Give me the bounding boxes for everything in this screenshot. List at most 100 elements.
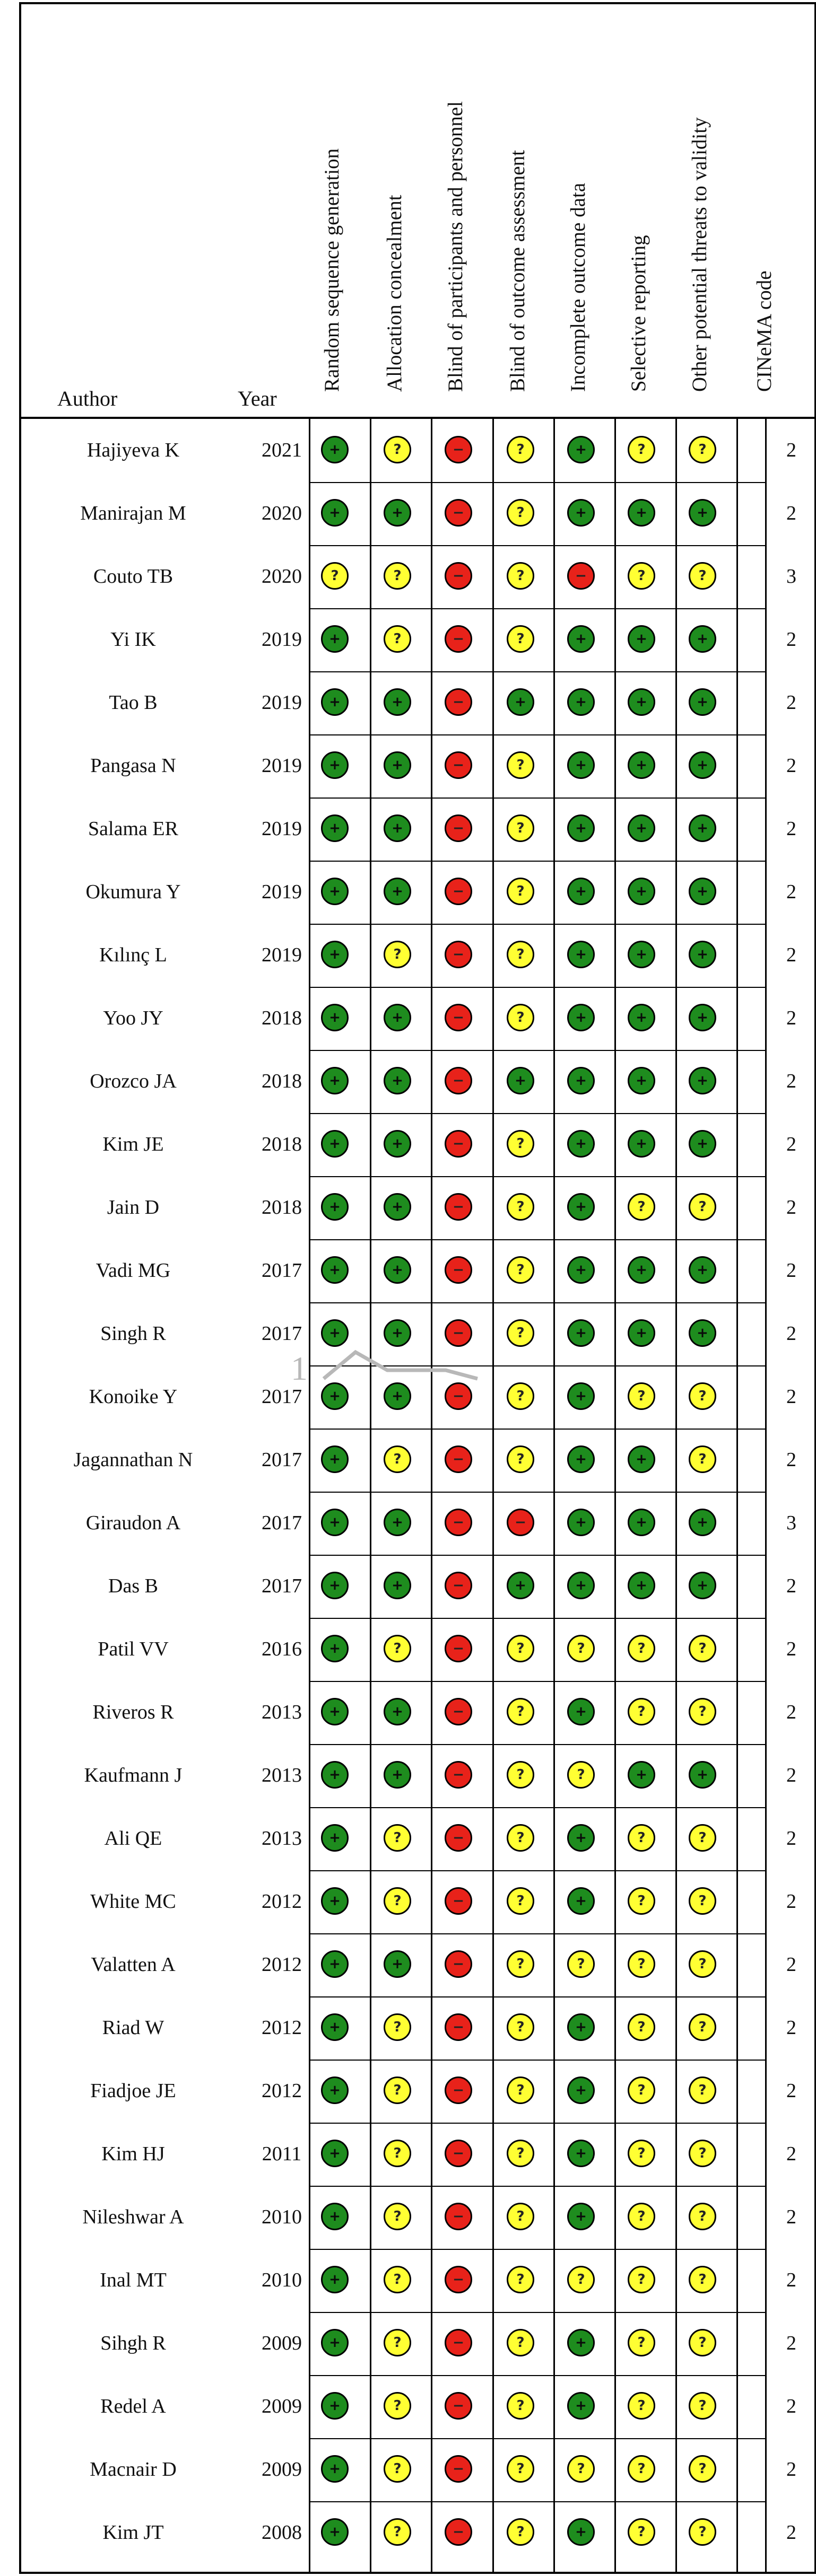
- risk-unclear-icon: ?: [321, 562, 349, 590]
- risk-unclear-icon: ?: [384, 562, 411, 590]
- risk-unclear-icon: ?: [567, 1950, 595, 1978]
- table-row: Manirajan M 2020 + + −? + + +2: [19, 482, 816, 545]
- year-cell: 2019: [262, 628, 302, 651]
- risk-high-icon: −: [445, 1445, 472, 1473]
- risk-unclear-icon: ?: [384, 1887, 411, 1915]
- risk-low-icon: +: [384, 1130, 411, 1158]
- cinema-code-cell: 2: [786, 2206, 796, 2228]
- author-cell: Patil VV: [98, 1638, 169, 1660]
- risk-unclear-icon: ?: [628, 2203, 655, 2230]
- risk-low-icon: +: [384, 1256, 411, 1284]
- risk-low-icon: +: [567, 1572, 595, 1599]
- table-row: Fiadjoe JE 2012 +? −? +?? 2: [19, 2060, 816, 2123]
- risk-high-icon: −: [445, 2203, 472, 2230]
- cinema-code-cell: 2: [786, 1322, 796, 1345]
- risk-low-icon: +: [321, 2266, 349, 2293]
- grid-hline: [309, 2501, 765, 2502]
- risk-low-icon: +: [689, 814, 716, 842]
- risk-low-icon: +: [567, 751, 595, 779]
- risk-low-icon: +: [321, 1761, 349, 1789]
- risk-low-icon: +: [321, 436, 349, 463]
- table-row: Riad W 2012 +? −? +?? 2: [19, 1996, 816, 2060]
- author-cell: Inal MT: [100, 2269, 167, 2291]
- risk-low-icon: +: [321, 688, 349, 716]
- risk-low-icon: +: [689, 625, 716, 653]
- author-cell: Salama ER: [88, 818, 178, 840]
- risk-low-icon: +: [567, 1130, 595, 1158]
- risk-low-icon: +: [384, 1950, 411, 1978]
- author-cell: Jagannathan N: [73, 1449, 193, 1471]
- risk-unclear-icon: ?: [384, 625, 411, 653]
- risk-low-icon: +: [689, 1761, 716, 1789]
- risk-low-icon: +: [384, 751, 411, 779]
- risk-high-icon: −: [445, 751, 472, 779]
- year-cell: 2009: [262, 2332, 302, 2354]
- risk-low-icon: +: [567, 2518, 595, 2546]
- cinema-code-cell: 2: [786, 1953, 796, 1976]
- cinema-code-cell: 2: [786, 1449, 796, 1471]
- risk-unclear-icon: ?: [384, 2455, 411, 2483]
- table-row: Nileshwar A 2010 +? −? +?? 2: [19, 2186, 816, 2249]
- table-row: Riveros R 2013 + + −? +?? 2: [19, 1681, 816, 1744]
- risk-low-icon: +: [689, 941, 716, 968]
- risk-unclear-icon: ?: [628, 1950, 655, 1978]
- risk-low-icon: +: [567, 1067, 595, 1094]
- risk-low-icon: +: [321, 2329, 349, 2356]
- risk-low-icon: +: [384, 1509, 411, 1536]
- author-cell: Redel A: [100, 2395, 166, 2417]
- risk-unclear-icon: ?: [384, 2266, 411, 2293]
- table-row: Valatten A 2012 + + −???? 2: [19, 1933, 816, 1996]
- risk-unclear-icon: ?: [689, 2076, 716, 2104]
- risk-low-icon: +: [384, 814, 411, 842]
- risk-low-icon: +: [628, 751, 655, 779]
- risk-unclear-icon: ?: [507, 2203, 534, 2230]
- author-cell: Fiadjoe JE: [90, 2080, 176, 2102]
- grid-hline: [309, 2312, 765, 2313]
- year-cell: 2012: [262, 2080, 302, 2102]
- year-cell: 2019: [262, 881, 302, 903]
- grid-hline: [309, 1302, 765, 1303]
- table-row: Jain D 2018 + + −? +?? 2: [19, 1176, 816, 1239]
- year-column-header: Year: [238, 387, 277, 410]
- author-cell: Orozco JA: [90, 1070, 177, 1092]
- risk-low-icon: +: [689, 1004, 716, 1031]
- risk-low-icon: +: [384, 688, 411, 716]
- risk-unclear-icon: ?: [384, 2076, 411, 2104]
- risk-low-icon: +: [567, 2076, 595, 2104]
- grid-hline: [309, 1429, 765, 1430]
- risk-low-icon: +: [689, 1256, 716, 1284]
- year-cell: 2018: [262, 1070, 302, 1092]
- year-cell: 2017: [262, 1386, 302, 1408]
- author-cell: Okumura Y: [85, 881, 181, 903]
- risk-low-icon: +: [689, 499, 716, 527]
- author-cell: Pangasa N: [90, 755, 176, 777]
- table-row: Das B 2017 + + − + + + +2: [19, 1555, 816, 1618]
- risk-low-icon: +: [321, 1698, 349, 1725]
- risk-unclear-icon: ?: [689, 1887, 716, 1915]
- cinema-code-cell: 2: [786, 2269, 796, 2291]
- risk-low-icon: +: [567, 2203, 595, 2230]
- risk-unclear-icon: ?: [689, 2203, 716, 2230]
- table-row: Macnair D 2009 +? −???? 2: [19, 2438, 816, 2501]
- risk-unclear-icon: ?: [628, 1382, 655, 1410]
- risk-low-icon: +: [567, 2013, 595, 2041]
- risk-high-icon: −: [445, 1572, 472, 1599]
- year-cell: 2018: [262, 1133, 302, 1155]
- table-row: Kim JE 2018 + + −? + + +2: [19, 1113, 816, 1176]
- year-cell: 2018: [262, 1007, 302, 1029]
- grid-hline: [309, 2375, 765, 2376]
- risk-low-icon: +: [567, 2329, 595, 2356]
- risk-unclear-icon: ?: [507, 814, 534, 842]
- author-cell: Konoike Y: [89, 1386, 178, 1408]
- grid-hline: [309, 1681, 765, 1682]
- risk-low-icon: +: [689, 688, 716, 716]
- risk-unclear-icon: ?: [507, 1887, 534, 1915]
- grid-hline: [309, 482, 765, 483]
- risk-unclear-icon: ?: [689, 2140, 716, 2167]
- domain-header-blind-outcome-assessment: Blind of outcome assessment: [506, 150, 529, 392]
- risk-low-icon: +: [507, 688, 534, 716]
- risk-high-icon: −: [445, 436, 472, 463]
- author-cell: Riad W: [102, 2017, 164, 2039]
- risk-high-icon: −: [445, 499, 472, 527]
- risk-unclear-icon: ?: [567, 1635, 595, 1662]
